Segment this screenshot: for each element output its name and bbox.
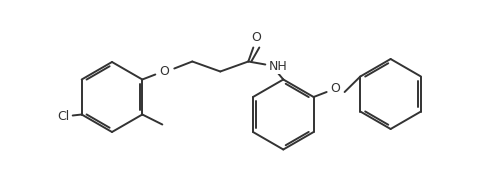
- Text: Cl: Cl: [58, 110, 70, 123]
- Text: O: O: [252, 31, 261, 44]
- Text: O: O: [159, 65, 169, 78]
- Text: O: O: [331, 83, 341, 95]
- Text: NH: NH: [269, 60, 288, 73]
